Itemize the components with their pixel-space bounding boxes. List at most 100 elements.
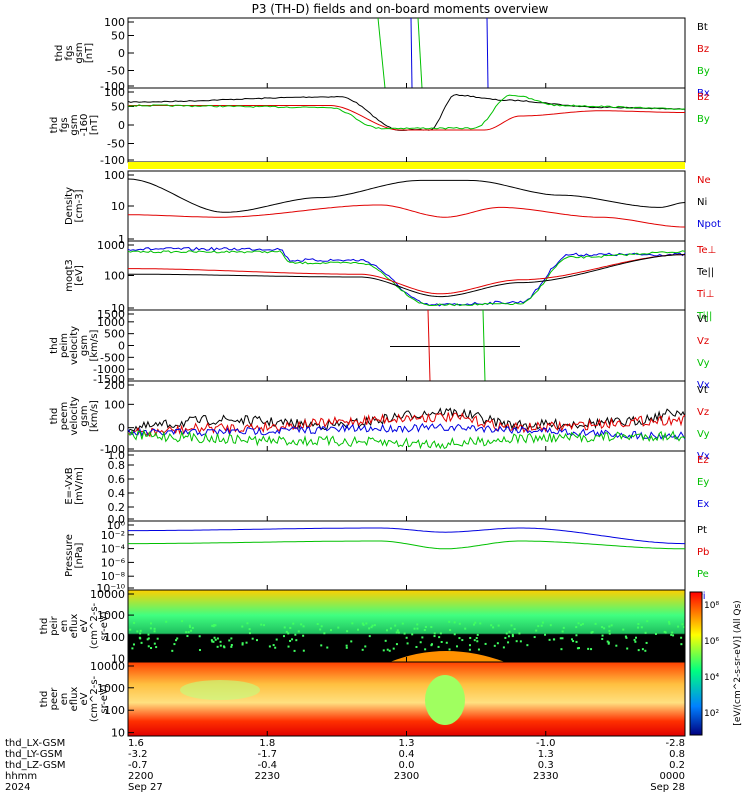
spectrogram-pixel (646, 620, 649, 623)
spectrogram-pixel (260, 623, 263, 626)
spectrogram-pixel (146, 638, 149, 641)
y-axis-label: moqt3 (64, 259, 75, 292)
spectrogram-pixel (361, 622, 364, 625)
panel-fgs2: 100 50 0 -50 -100 thd fgs gsm -160 [nT] Bz By (49, 86, 710, 169)
panel-peer: 10000 1000 100 10 thd peer en eflux eV (cm^2-s-sr… (39, 660, 686, 740)
spectrogram-pixel (635, 636, 638, 639)
spectrogram-pixel (287, 632, 290, 635)
spectrogram-pixel (368, 627, 371, 630)
spectrogram-pixel (433, 632, 436, 635)
spectrogram-pixel (519, 640, 522, 643)
spectrogram-pixel (580, 623, 583, 626)
spectrogram-pixel (601, 626, 604, 629)
y-tick-label: 10 (111, 200, 125, 213)
spectrogram-pixel (541, 621, 544, 624)
y-tick-label: 100 (104, 631, 125, 644)
spectrogram-pixel (416, 627, 419, 630)
spectrogram-pixel (581, 622, 584, 625)
spectrogram-pixel (241, 642, 244, 645)
spectrogram-pixel (438, 636, 441, 639)
legend-Vz: Vz (697, 407, 709, 418)
y-axis-label: [nT] (89, 115, 100, 135)
legend-Vz: Vz (697, 336, 709, 347)
spectrogram-pixel (406, 642, 409, 645)
panel-density: 100 10 1 Density [cm-3] Ne Ni Npot (64, 169, 721, 246)
spectrogram-pixel (608, 625, 611, 628)
spectrogram-pixel (496, 642, 499, 645)
spectrogram-pixel (492, 626, 495, 629)
spectrogram-pixel (392, 647, 395, 650)
ephem-value: 1.8 (259, 738, 275, 749)
panel-efield: 1.00.80.60.40.20.0 E=-VxB [mV/m] Ez Ey Ex (64, 449, 709, 526)
legend-Ez: Ez (697, 455, 709, 466)
spectrogram-pixel (601, 638, 604, 641)
spectrogram-pixel (645, 641, 648, 644)
y-axis-label: [mV/m] (74, 467, 85, 505)
y-tick-label: 500 (104, 328, 125, 341)
trace-vy (482, 309, 486, 382)
y-tick-label: 0 (118, 340, 125, 353)
spectrogram-pixel (165, 620, 168, 623)
spectrogram-pixel (323, 632, 326, 635)
y-tick-label: 100 (104, 398, 125, 411)
spectrogram-pixel (461, 639, 464, 642)
spectrogram-pixel (132, 643, 135, 646)
spectrogram-pixel (430, 626, 433, 629)
trace-vz (127, 412, 686, 438)
spectrogram-pixel (129, 628, 132, 631)
spectrogram-pixel (511, 635, 514, 638)
legend-By: By (697, 114, 710, 125)
spectrogram-pixel (505, 632, 508, 635)
spectrogram-pixel (575, 634, 578, 637)
colorbar-tick: 10⁴ (704, 673, 719, 683)
spectrogram-pixel (171, 649, 174, 652)
y-tick-label: 1000 (97, 239, 125, 252)
y-axis-label: eflux (69, 614, 80, 639)
spectrogram-pixel (287, 645, 290, 648)
y-tick-label: 100 (104, 86, 125, 99)
spectrogram-pixel (594, 622, 597, 625)
spectrogram-ions (128, 590, 685, 662)
y-tick-label: 10000 (90, 660, 125, 673)
y-tick-label: 0.0 (108, 513, 126, 526)
legend-Vx: Vx (697, 380, 710, 391)
spectrogram-pixel (608, 632, 611, 635)
y-axis-label: E=-VxB (64, 467, 75, 504)
status-bar (128, 162, 685, 169)
legend-By: By (697, 66, 710, 77)
spectrogram-pixel (389, 627, 392, 630)
legend-Npot: Npot (697, 219, 721, 230)
legend-Vy: Vy (697, 358, 710, 369)
spectrogram-pixel (248, 628, 251, 631)
spectrogram-pixel (282, 635, 285, 638)
spectrogram-pixel (131, 647, 134, 650)
ephem-value: Sep 28 (650, 782, 685, 793)
spectrogram-pixel (345, 646, 348, 649)
legend-Vy: Vy (697, 429, 710, 440)
trace-pi (128, 527, 685, 545)
spectrogram-pixel (216, 645, 219, 648)
spectrogram-pixel (268, 645, 271, 648)
spectrogram-pixel (671, 631, 674, 634)
spectrogram-pixel (570, 638, 573, 641)
y-tick-label: 10⁻⁴ (101, 543, 126, 556)
spectrogram-blob (180, 680, 260, 700)
y-tick-label: 100 (104, 16, 125, 29)
y-tick-label: -50 (107, 65, 125, 78)
spectrogram-pixel (680, 643, 683, 646)
trace-by (377, 17, 386, 89)
y-axis-label: fgs (59, 117, 70, 132)
legend-Pe: Pe (697, 569, 709, 580)
y-axis-label: Density (64, 187, 75, 225)
spectrogram-pixel (362, 623, 365, 626)
spectrogram-pixel (188, 625, 191, 628)
spectrogram-pixel (210, 639, 213, 642)
spectrogram-pixel (251, 637, 254, 640)
spectrogram-pixel (468, 644, 471, 647)
spectrogram-pixel (458, 622, 461, 625)
y-axis-label: en (59, 620, 70, 633)
spectrogram-pixel (575, 626, 578, 629)
